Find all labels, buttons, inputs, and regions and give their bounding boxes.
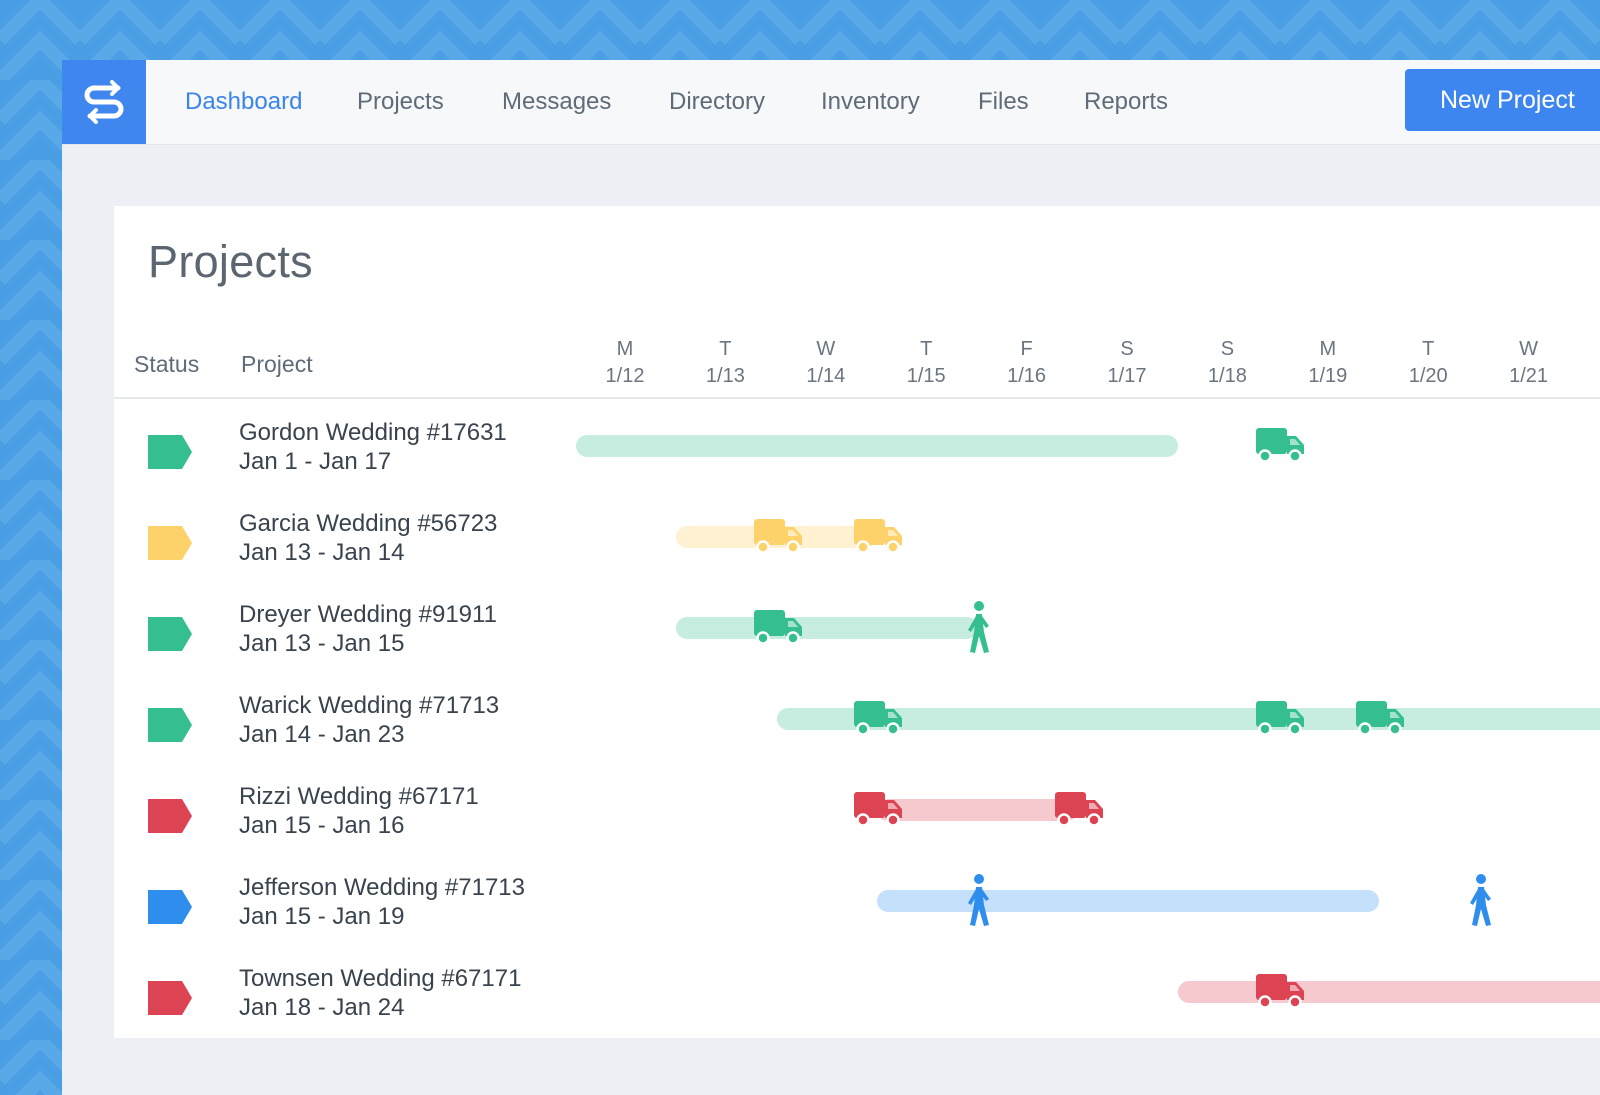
project-dates: Jan 15 - Jan 16 [239, 812, 405, 839]
day-header: W 1/14 [786, 336, 866, 390]
nav-directory[interactable]: Directory [669, 88, 766, 115]
day-date: 1/20 [1408, 365, 1448, 387]
status-tag-icon [148, 981, 192, 1015]
project-timeline-bar[interactable] [676, 617, 978, 639]
project-dates: Jan 14 - Jan 23 [239, 721, 405, 748]
status-tag-icon [148, 799, 192, 833]
day-header: S 1/18 [1187, 336, 1267, 390]
day-date: 1/15 [906, 365, 946, 387]
day-header: W 1/21 [1489, 336, 1569, 390]
nav-files[interactable]: Files [978, 88, 1029, 115]
status-column-header: Status [134, 351, 200, 377]
status-tag-icon [148, 708, 192, 742]
project-column-header: Project [241, 351, 313, 377]
day-date: 1/18 [1207, 365, 1247, 387]
project-name[interactable]: Dreyer Wedding #91911 [239, 601, 497, 628]
walking-person-icon[interactable] [1463, 873, 1497, 934]
day-header: T 1/13 [685, 336, 765, 390]
day-of-week: M [1319, 338, 1337, 360]
day-of-week: W [1519, 338, 1539, 360]
header-divider [114, 397, 1600, 399]
day-date: 1/21 [1509, 365, 1549, 387]
project-row[interactable]: Gordon Wedding #17631 Jan 1 - Jan 17 [114, 399, 1600, 490]
day-date: 1/12 [605, 365, 645, 387]
project-name[interactable]: Townsen Wedding #67171 [239, 965, 522, 992]
project-name[interactable]: Gordon Wedding #17631 [239, 419, 507, 446]
project-dates: Jan 13 - Jan 14 [239, 539, 405, 566]
project-name[interactable]: Garcia Wedding #56723 [239, 510, 498, 537]
project-row[interactable]: Warick Wedding #71713 Jan 14 - Jan 23 [114, 672, 1600, 763]
day-of-week: S [1120, 338, 1134, 360]
project-timeline-bar[interactable] [877, 799, 1078, 821]
walking-person-icon[interactable] [961, 600, 995, 661]
status-tag-icon [148, 526, 192, 560]
truck-icon[interactable] [1354, 698, 1406, 743]
truck-icon[interactable] [852, 698, 904, 743]
project-name[interactable]: Jefferson Wedding #71713 [239, 874, 525, 901]
day-header: T 1/15 [886, 336, 966, 390]
day-of-week: T [1422, 338, 1435, 360]
day-of-week: W [816, 338, 836, 360]
project-name[interactable]: Warick Wedding #71713 [239, 692, 500, 719]
nav-dashboard[interactable]: Dashboard [185, 88, 303, 115]
project-row[interactable]: Garcia Wedding #56723 Jan 13 - Jan 14 [114, 490, 1600, 581]
project-row[interactable]: Rizzi Wedding #67171 Jan 15 - Jan 16 [114, 763, 1600, 854]
nav-reports[interactable]: Reports [1084, 88, 1169, 115]
day-header: T 1/20 [1388, 336, 1468, 390]
project-timeline-bar[interactable] [1178, 981, 1600, 1003]
top-navigation: Dashboard Projects Messages Directory In… [62, 60, 1600, 145]
day-of-week: T [719, 338, 732, 360]
status-tag-icon [148, 617, 192, 651]
day-of-week: M [616, 338, 634, 360]
day-date: 1/17 [1107, 365, 1147, 387]
truck-icon[interactable] [1053, 789, 1105, 834]
day-of-week: S [1220, 338, 1235, 360]
project-row[interactable]: Townsen Wedding #67171 Jan 18 - Jan 24 [114, 945, 1600, 1036]
truck-icon[interactable] [752, 516, 804, 561]
nav-projects[interactable]: Projects [357, 88, 444, 115]
project-dates: Jan 18 - Jan 24 [239, 994, 405, 1021]
app-window: Dashboard Projects Messages Directory In… [62, 60, 1600, 1095]
project-name[interactable]: Rizzi Wedding #67171 [239, 783, 479, 810]
day-header: M 1/19 [1288, 336, 1368, 390]
truck-icon[interactable] [1254, 971, 1306, 1016]
logo-icon [84, 80, 124, 124]
project-dates: Jan 13 - Jan 15 [239, 630, 405, 657]
nav-inventory[interactable]: Inventory [821, 88, 920, 115]
project-dates: Jan 15 - Jan 19 [239, 903, 405, 930]
nav-messages[interactable]: Messages [502, 88, 612, 115]
day-date: 1/13 [705, 365, 745, 387]
project-row[interactable]: Dreyer Wedding #91911 Jan 13 - Jan 15 [114, 581, 1600, 672]
day-header: M 1/12 [585, 336, 665, 390]
project-timeline-bar[interactable] [877, 890, 1380, 912]
app-logo[interactable] [62, 60, 146, 144]
truck-icon[interactable] [752, 607, 804, 652]
truck-icon[interactable] [1254, 425, 1306, 470]
project-timeline-bar[interactable] [576, 435, 1179, 457]
day-header: F 1/16 [987, 336, 1067, 390]
day-of-week: F [1020, 338, 1033, 360]
truck-icon[interactable] [1254, 698, 1306, 743]
project-dates: Jan 1 - Jan 17 [239, 448, 392, 475]
projects-card: Projects Status Project M 1/12 T 1/13 W 1/14 T… [114, 206, 1600, 1038]
project-row[interactable]: Jefferson Wedding #71713 Jan 15 - Jan 19 [114, 854, 1600, 945]
day-header: S 1/17 [1087, 336, 1167, 390]
status-tag-icon [148, 890, 192, 924]
walking-person-icon[interactable] [961, 873, 995, 934]
day-of-week: T [920, 338, 933, 360]
day-date: 1/14 [806, 365, 846, 387]
truck-icon[interactable] [852, 789, 904, 834]
truck-icon[interactable] [852, 516, 904, 561]
status-tag-icon [148, 435, 192, 469]
day-date: 1/19 [1308, 365, 1348, 387]
day-date: 1/16 [1007, 365, 1047, 387]
page-title: Projects [148, 236, 313, 287]
new-project-button[interactable]: New Project [1405, 69, 1600, 131]
